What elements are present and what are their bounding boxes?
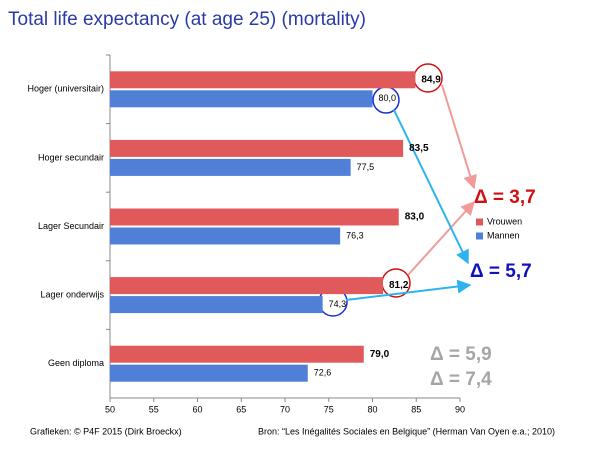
value-label: 72,6 <box>314 368 332 378</box>
legend-label: Vrouwen <box>487 216 522 226</box>
annotation: Δ = 3,7 <box>474 187 536 208</box>
x-tick-label: 70 <box>280 404 290 414</box>
bar <box>110 158 351 176</box>
bar <box>110 71 416 89</box>
legend-swatch <box>476 218 483 226</box>
x-tick-label: 50 <box>105 404 115 414</box>
value-label: 74,3 <box>329 299 347 309</box>
bar <box>110 208 399 226</box>
y-tick-label: Hoger secundair <box>38 152 104 162</box>
x-tick-label: 60 <box>192 404 202 414</box>
chart-title: Total life expectancy (at age 25) (morta… <box>8 9 366 30</box>
x-tick-label: 90 <box>455 404 465 414</box>
bar <box>110 296 323 314</box>
footnote: Grafieken: © P4F 2015 (Dirk Broeckx) <box>30 426 182 436</box>
legend-label: Mannen <box>487 230 520 240</box>
annotation: Δ = 7,4 <box>430 369 492 390</box>
x-tick-label: 65 <box>236 404 246 414</box>
value-label: 80,0 <box>379 93 397 103</box>
bar <box>110 139 404 157</box>
footnote: Bron: “Les Inégalités Sociales en Belgiq… <box>258 426 555 436</box>
bar <box>110 227 341 245</box>
y-tick-label: Lager Secundair <box>38 221 104 231</box>
x-tick-label: 85 <box>411 404 421 414</box>
value-label: 84,9 <box>421 74 441 85</box>
annotation: Δ = 5,9 <box>430 344 492 365</box>
bar <box>110 364 308 382</box>
x-tick-label: 75 <box>324 404 334 414</box>
highlights <box>318 63 477 317</box>
value-label: 79,0 <box>370 349 390 360</box>
value-label: 77,5 <box>357 162 375 172</box>
legend-swatch <box>476 232 483 240</box>
x-tick-label: 55 <box>149 404 159 414</box>
value-label: 76,3 <box>346 230 364 240</box>
bar <box>110 345 364 363</box>
y-tick-label: Geen diploma <box>48 358 104 368</box>
value-label: 83,0 <box>405 212 425 223</box>
value-label: 81,2 <box>389 280 409 291</box>
y-tick-label: Lager onderwijs <box>40 289 104 299</box>
bar <box>110 90 373 108</box>
value-label: 83,5 <box>409 143 429 154</box>
annotation: Δ = 5,7 <box>470 261 532 282</box>
x-tick-label: 80 <box>367 404 377 414</box>
bar <box>110 277 383 295</box>
y-tick-label: Hoger (universitair) <box>27 84 104 94</box>
